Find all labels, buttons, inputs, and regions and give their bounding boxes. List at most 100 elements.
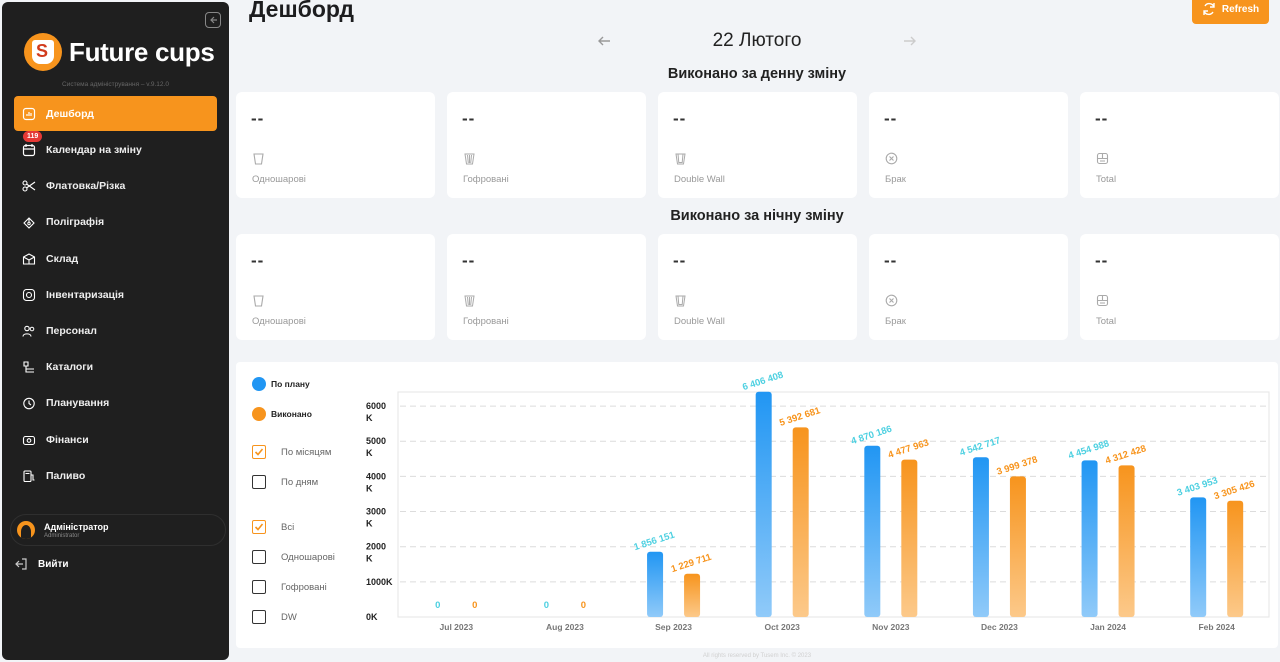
single-cup-icon <box>252 152 265 165</box>
data-label: 4 870 186 <box>850 424 894 448</box>
bar-plan[interactable] <box>972 457 989 617</box>
arrow-left-icon[interactable] <box>596 33 612 49</box>
bar-plan[interactable] <box>1081 460 1098 617</box>
sidebar-item-fuel[interactable]: Паливо <box>14 458 217 494</box>
collapse-sidebar-icon[interactable] <box>205 12 221 28</box>
bar-plan[interactable] <box>647 551 664 617</box>
sidebar-item-label: Паливо <box>46 469 86 482</box>
y-tick-label: 1000K <box>366 577 393 587</box>
user-role: Administrator <box>44 532 80 539</box>
checkbox-icon[interactable] <box>252 475 266 489</box>
sidebar-item-finance[interactable]: Фінанси <box>14 422 217 458</box>
filter-label: По дням <box>281 476 319 488</box>
stat-value: -- <box>462 109 476 128</box>
stat-card-ripple-cup: -- Гофровані <box>447 234 646 340</box>
day-shift-title: Виконано за денну зміну <box>667 66 847 82</box>
filter-checkbox[interactable]: DW <box>252 610 297 624</box>
page-title: Дешборд <box>249 0 354 22</box>
stat-card-defect: -- Брак <box>869 234 1068 340</box>
stat-value: -- <box>1095 251 1109 270</box>
y-tick-label: 0K <box>366 612 378 622</box>
x-tick-label: Oct 2023 <box>764 622 800 632</box>
stat-label: Брак <box>885 316 906 327</box>
checkbox-checked-icon[interactable] <box>252 520 266 534</box>
scissors-icon <box>22 179 36 193</box>
filter-checkbox[interactable]: По місяцям <box>252 445 331 459</box>
x-tick-label: Sep 2023 <box>655 622 692 632</box>
ripple-cup-icon <box>463 152 476 165</box>
warehouse-icon <box>22 252 36 266</box>
bar-plan[interactable] <box>755 391 772 617</box>
sidebar-item-planning[interactable]: Планування <box>14 385 217 421</box>
bar-done[interactable] <box>792 427 809 617</box>
footer-text: All rights reserved by Tusem Inc. © 2023 <box>702 653 812 659</box>
data-label: 1 229 711 <box>670 551 714 575</box>
stat-card-ripple-cup: -- Гофровані <box>447 92 646 198</box>
filter-checkbox[interactable]: Одношарові <box>252 550 335 564</box>
sidebar-item-scissors[interactable]: Флатовка/Різка <box>14 168 217 204</box>
sidebar-item-calendar[interactable]: Календар на зміну 119 <box>14 131 217 168</box>
refresh-button[interactable]: Refresh <box>1192 0 1269 24</box>
refresh-icon <box>1203 2 1215 16</box>
bar-done[interactable] <box>684 573 701 617</box>
sidebar-item-label: Календар на зміну <box>46 144 142 157</box>
checkbox-icon[interactable] <box>252 610 266 624</box>
bar-done[interactable] <box>1009 476 1026 617</box>
filter-label: Одношарові <box>281 551 335 563</box>
sidebar: Future cups Система адміністрування – v.… <box>2 2 229 660</box>
filter-checkbox[interactable]: По дням <box>252 475 318 489</box>
filter-label: Всі <box>281 521 295 533</box>
bar-done[interactable] <box>1227 500 1244 617</box>
sidebar-item-dashboard[interactable]: Дешборд <box>14 96 217 131</box>
filter-label: DW <box>281 611 297 623</box>
sidebar-item-label: Інвентаризація <box>46 288 125 301</box>
sidebar-item-catalog[interactable]: Каталоги <box>14 349 217 385</box>
bar-plan[interactable] <box>1190 497 1207 617</box>
legend-item[interactable]: Виконано <box>252 407 312 421</box>
logout-button[interactable]: Вийти <box>14 557 69 571</box>
data-label: 4 542 717 <box>958 435 1002 459</box>
sidebar-item-warehouse[interactable]: Склад <box>14 241 217 277</box>
checkbox-icon[interactable] <box>252 580 266 594</box>
sidebar-item-label: Поліграфія <box>46 216 105 229</box>
bar-chart: 0K 1000K 2000 K 3000 K 4000 K 5000 K 6000 K 0 0 Jul 20… <box>366 370 1270 632</box>
calendar-icon <box>22 143 36 157</box>
stat-label: Double Wall <box>674 174 725 185</box>
sidebar-item-label: Склад <box>46 252 79 265</box>
stat-label: Брак <box>885 174 906 185</box>
x-tick-label: Nov 2023 <box>872 622 910 632</box>
notification-badge: 119 <box>23 131 43 142</box>
logout-label: Вийти <box>38 558 69 570</box>
stat-value: -- <box>251 251 265 270</box>
data-label: 3 999 378 <box>995 454 1039 478</box>
sidebar-item-people[interactable]: Персонал <box>14 313 217 349</box>
checkbox-icon[interactable] <box>252 550 266 564</box>
sidebar-item-print[interactable]: Поліграфія <box>14 204 217 240</box>
bar-plan[interactable] <box>864 445 881 617</box>
user-profile[interactable]: Адміністратор Administrator <box>10 514 226 546</box>
inventory-icon <box>22 288 36 302</box>
print-icon <box>22 215 36 230</box>
stat-card-defect: -- Брак <box>869 92 1068 198</box>
bar-done[interactable] <box>1118 465 1135 617</box>
finance-icon <box>22 433 36 447</box>
y-tick-label: 2000 K <box>366 542 386 564</box>
bar-done[interactable] <box>901 459 918 617</box>
single-cup-icon <box>252 294 265 307</box>
stat-label: Total <box>1096 316 1117 327</box>
filter-checkbox[interactable]: Гофровані <box>252 580 327 594</box>
arrow-right-icon[interactable] <box>902 33 918 49</box>
filter-label: Гофровані <box>281 581 327 593</box>
night-shift-title: Виконано за нічну зміну <box>670 208 844 224</box>
sidebar-item-label: Планування <box>46 397 110 410</box>
stat-value: -- <box>462 251 476 270</box>
sidebar-item-inventory[interactable]: Інвентаризація <box>14 277 217 313</box>
fuel-icon <box>22 469 36 483</box>
total-icon <box>1096 152 1109 165</box>
filter-checkbox[interactable]: Всі <box>252 520 294 534</box>
stat-card-total: -- Total <box>1080 234 1279 340</box>
legend-item[interactable]: По плану <box>252 377 310 391</box>
stat-value: -- <box>884 109 898 128</box>
filter-label: По місяцям <box>281 446 332 458</box>
checkbox-checked-icon[interactable] <box>252 445 266 459</box>
